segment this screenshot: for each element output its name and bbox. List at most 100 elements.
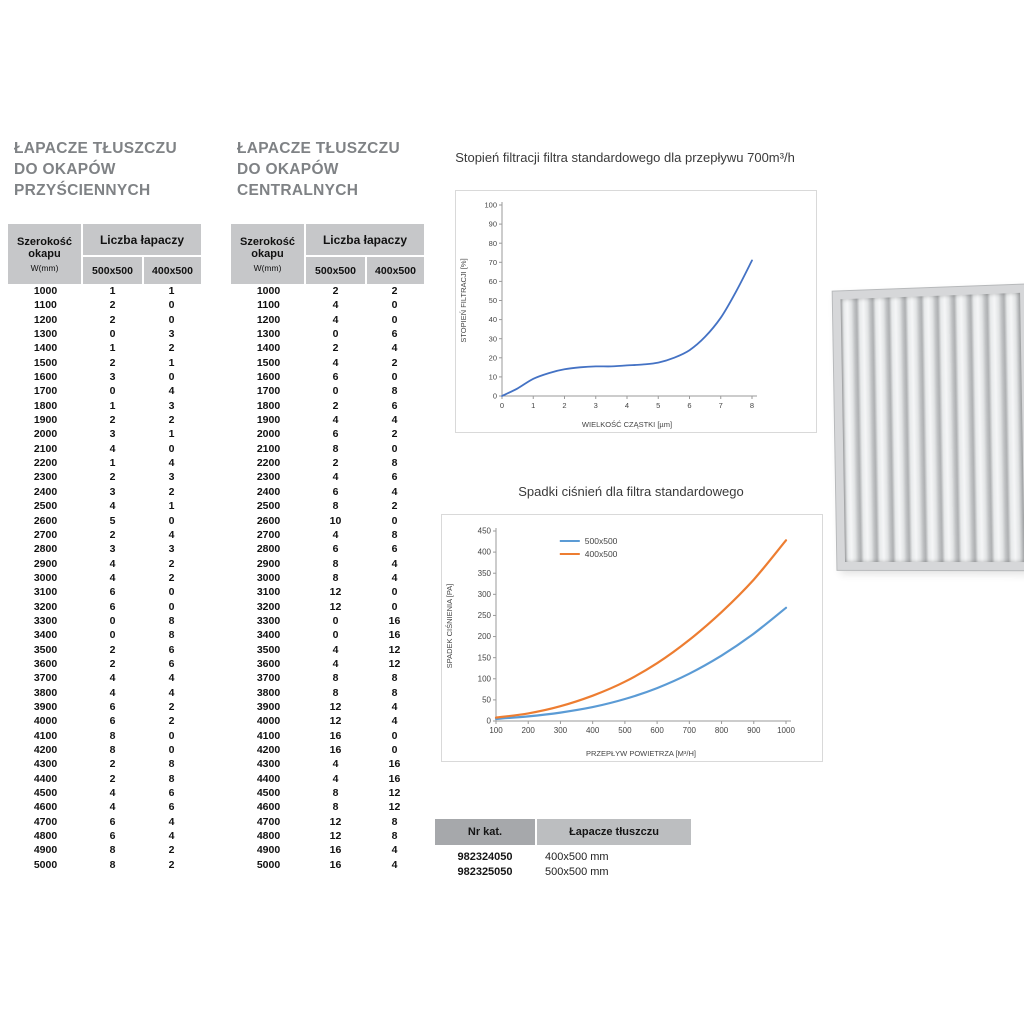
trap-count-cell: 2: [109, 643, 116, 656]
table-row: 4300 4 16: [231, 757, 424, 771]
hood-width-cell: 4300: [33, 758, 58, 771]
series-line-0: [501, 259, 753, 397]
table-row: 3900 6 2: [8, 700, 201, 714]
hood-width-cell: 2800: [33, 543, 58, 556]
trap-count-cell: 0: [391, 744, 398, 756]
trap-count-cell: 8: [332, 787, 339, 800]
trap-count-cell: 8: [332, 686, 339, 699]
trap-count-cell: 2: [168, 858, 175, 871]
filtration-chart: 0 10 20 30 40 50 60 70 80 90 100 0 1 2 3 4 5 6 7 8 WIELKOŚĆ …: [459, 201, 757, 429]
trap-count-cell: 12: [329, 715, 342, 728]
hood-width-cell: 4300: [256, 758, 281, 771]
table-row: 5000 16 4: [231, 858, 424, 872]
table-row: 1800 1 3: [8, 399, 201, 413]
trap-count-cell: 8: [391, 815, 398, 828]
trap-count-cell: 6: [391, 399, 398, 412]
trap-count-cell: 12: [329, 830, 342, 843]
hood-width-cell: 1200: [33, 313, 58, 326]
trap-count-cell: 12: [329, 600, 342, 613]
trap-count-cell: 2: [332, 342, 339, 355]
trap-count-cell: 12: [388, 787, 401, 800]
hood-width-cell: 1900: [256, 414, 281, 427]
title-line: DO OKAPÓW: [14, 161, 116, 178]
table-row: 4000 12 4: [231, 714, 424, 728]
catalog-product-header: Łapacze tłuszczu: [537, 819, 691, 845]
hood-width-cell: 3800: [256, 686, 281, 699]
trap-count-cell: 16: [329, 844, 342, 857]
x-tick-label: 3: [594, 401, 598, 410]
trap-count-cell: 12: [329, 700, 342, 713]
table-row: 1600 3 0: [8, 370, 201, 384]
trap-count-cell: 8: [109, 858, 116, 871]
hood-width-cell: 1900: [33, 414, 58, 427]
hood-width-cell: 1200: [256, 313, 281, 326]
title-line: DO OKAPÓW: [237, 161, 339, 178]
legend-label: 400x500: [585, 549, 618, 559]
y-axis-label: STOPIEŃ FILTRACJI [%]: [459, 258, 468, 342]
table-row: 4500 8 12: [231, 786, 424, 800]
table-header: Szerokość okapu W(mm) Liczba łapaczy 500…: [8, 224, 201, 284]
trap-count-cell: 0: [109, 629, 116, 642]
trap-count-cell: 1: [168, 285, 175, 297]
table-row: 4100 16 0: [231, 729, 424, 743]
width-unit-label: W(mm): [30, 262, 59, 273]
title-line: ŁAPACZE TŁUSZCZU: [14, 140, 177, 157]
trap-count-cell: 3: [109, 371, 116, 384]
table-row: 3900 12 4: [231, 700, 424, 714]
trap-count-cell: 16: [329, 729, 342, 742]
grease-filter-image: [831, 283, 1024, 572]
trap-count-cell: 4: [332, 528, 339, 541]
catalog-header: Nr kat. Łapacze tłuszczu: [435, 819, 691, 845]
table-row: 2800 3 3: [8, 542, 201, 556]
hood-width-cell: 4600: [256, 801, 281, 814]
hood-width-cell: 2300: [33, 471, 58, 484]
x-tick-label: 200: [522, 726, 536, 735]
table-row: 4600 8 12: [231, 800, 424, 814]
table-row: 4900 8 2: [8, 843, 201, 857]
width-label: Szerokość: [16, 235, 73, 248]
hood-width-cell: 4800: [256, 830, 281, 843]
trap-count-cell: 1: [109, 457, 116, 470]
table-row: 4500 4 6: [8, 786, 201, 800]
y-tick-label: 100: [484, 201, 497, 210]
trap-count-cell: 3: [168, 543, 175, 556]
hood-width-cell: 1300: [256, 328, 281, 341]
y-tick-label: 20: [489, 353, 497, 362]
x-tick-label: 8: [750, 401, 754, 410]
trap-count-cell: 4: [109, 571, 116, 584]
y-tick-label: 50: [482, 695, 491, 704]
trap-count-cell: 0: [391, 514, 398, 527]
hood-width-cell: 3300: [256, 614, 281, 627]
trap-count-cell: 4: [391, 571, 398, 584]
hood-width-cell: 3900: [256, 700, 281, 713]
hood-width-cell: 2100: [33, 442, 58, 455]
trap-count-cell: 4: [168, 830, 175, 843]
table-row: 1400 2 4: [231, 341, 424, 355]
x-tick-label: 1: [531, 401, 535, 410]
hood-width-cell: 4500: [256, 787, 281, 800]
hood-width-cell: 1600: [33, 371, 58, 384]
y-tick-label: 0: [487, 717, 492, 726]
trap-count-cell: 0: [391, 586, 398, 599]
hood-width-cell: 4500: [33, 787, 58, 800]
table-row: 4200 8 0: [8, 743, 201, 757]
trap-count-cell: 4: [109, 672, 116, 685]
x-axis-label: PRZEPŁYW POWIETRZA [M³/H]: [586, 749, 696, 758]
trap-count-cell: 0: [168, 442, 175, 455]
hood-width-cell: 2700: [33, 528, 58, 541]
table-row: 3400 0 16: [231, 628, 424, 642]
table-row: 4800 12 8: [231, 829, 424, 843]
table-row: 1000 2 2: [231, 284, 424, 298]
trap-count-cell: 8: [391, 686, 398, 699]
table-row: 2800 6 6: [231, 542, 424, 556]
trap-count-cell: 6: [391, 328, 398, 341]
col-header-500x500: 500x500: [306, 257, 365, 284]
trap-count-cell: 0: [332, 629, 339, 642]
title-line: ŁAPACZE TŁUSZCZU: [237, 140, 400, 157]
trap-count-cell: 4: [168, 457, 175, 470]
pressure-chart: 0 50 100 150 200 250 300 350 400 450 100 200 300 400 5…: [445, 527, 795, 758]
trap-count-cell: 5: [109, 514, 116, 527]
hood-width-cell: 4100: [256, 729, 281, 742]
trap-count-cell: 8: [332, 557, 339, 570]
